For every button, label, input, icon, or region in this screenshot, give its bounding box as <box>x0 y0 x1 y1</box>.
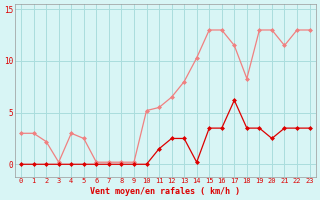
X-axis label: Vent moyen/en rafales ( km/h ): Vent moyen/en rafales ( km/h ) <box>90 187 240 196</box>
